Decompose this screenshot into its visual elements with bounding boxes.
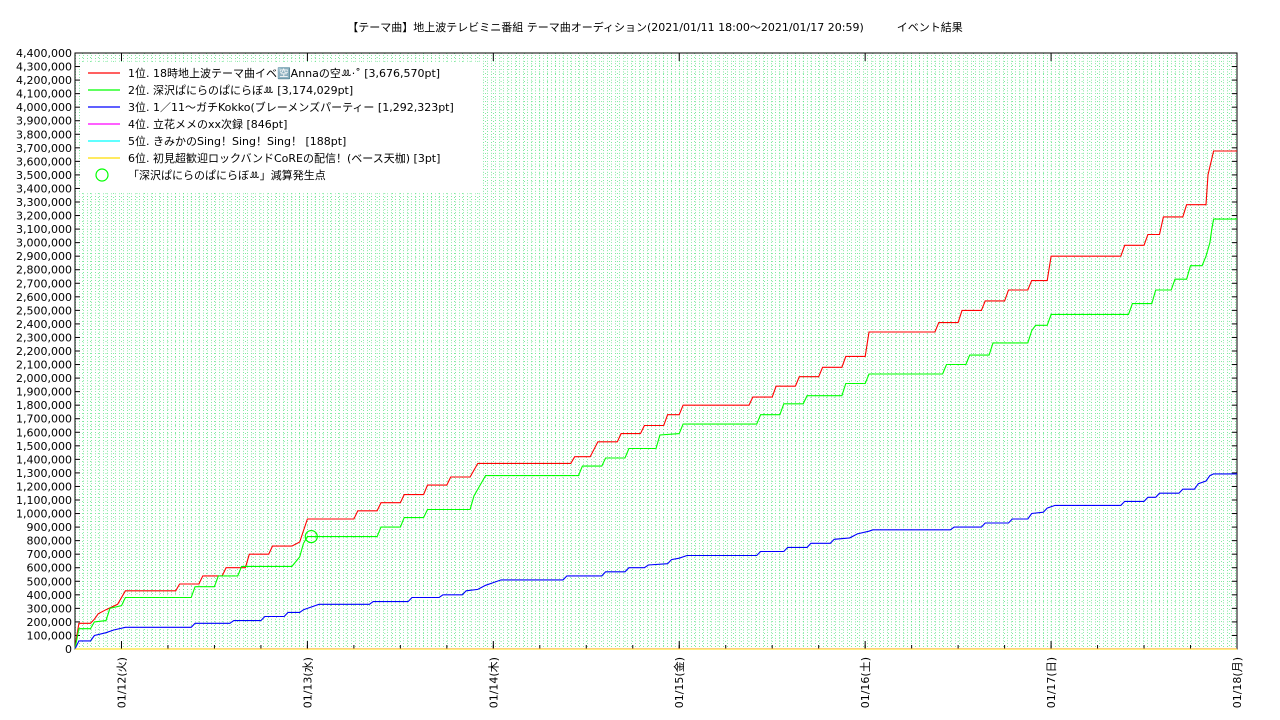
series-line-1 [74,150,1237,650]
legend-label: 3位. 1／11〜ガチKokko(ブレーメンズパーティー [1,292,323p… [128,100,454,114]
y-tick-label: 1,600,000 [16,426,72,439]
series-line-2 [74,218,1237,650]
x-tick-label: 01/12(火) [115,657,128,708]
y-tick-label: 2,100,000 [16,359,72,372]
y-tick-label: 2,800,000 [16,264,72,277]
y-tick-label: 1,300,000 [16,467,72,480]
y-axis: 0100,000200,000300,000400,000500,000600,… [16,47,1237,656]
series-line-3 [74,473,1237,650]
y-tick-label: 100,000 [27,629,73,642]
legend-label: 4位. 立花メメのxx次録 [846pt] [128,117,287,131]
legend-annotation-label: 「深沢ぱにらのぱにらぼꔛ」減算発生点 [128,168,326,182]
y-tick-label: 1,800,000 [16,399,72,412]
y-tick-label: 1,500,000 [16,440,72,453]
legend-label: 2位. 深沢ぱにらのぱにらぼꔛ [3,174,029pt] [128,83,353,97]
y-tick-label: 300,000 [27,602,73,615]
x-tick-label: 01/17(日) [1045,657,1058,708]
chart-title: 【テーマ曲】地上波テレビミニ番組 テーマ曲オーディション(2021/01/11 … [347,20,963,34]
y-tick-label: 700,000 [27,548,73,561]
y-tick-label: 2,600,000 [16,291,72,304]
y-tick-label: 4,000,000 [16,101,72,114]
y-tick-label: 3,500,000 [16,169,72,182]
y-tick-label: 3,200,000 [16,210,72,223]
y-tick-label: 3,000,000 [16,237,72,250]
legend-label: 5位. きみかのSing！Sing！Sing！ [188pt] [128,134,346,148]
legend-label: 1位. 18時地上波テーマ曲イベ🈳Annaの空ꔛ·˚ [3,676,570pt] [128,66,440,80]
y-tick-label: 0 [65,643,72,656]
y-tick-label: 3,900,000 [16,115,72,128]
y-tick-label: 500,000 [27,575,73,588]
legend-box [80,63,482,192]
y-tick-label: 2,500,000 [16,304,72,317]
y-tick-label: 2,900,000 [16,250,72,263]
y-tick-label: 2,000,000 [16,372,72,385]
legend-annotation-marker [95,168,109,182]
y-tick-label: 1,000,000 [16,508,72,521]
y-tick-label: 4,100,000 [16,88,72,101]
x-tick-label: 01/18(月) [1231,657,1244,708]
annotations [304,529,318,544]
y-tick-label: 4,200,000 [16,74,72,87]
y-tick-label: 3,300,000 [16,196,72,209]
y-tick-label: 4,300,000 [16,61,72,74]
y-tick-label: 1,400,000 [16,453,72,466]
y-tick-label: 1,900,000 [16,386,72,399]
y-tick-label: 3,100,000 [16,223,72,236]
grid [75,53,1237,649]
y-tick-label: 2,400,000 [16,318,72,331]
y-tick-label: 900,000 [27,521,73,534]
y-tick-label: 1,200,000 [16,480,72,493]
y-tick-label: 3,800,000 [16,128,72,141]
y-tick-label: 2,700,000 [16,277,72,290]
y-tick-label: 1,700,000 [16,413,72,426]
x-tick-label: 01/13(水) [301,657,314,708]
y-tick-label: 3,400,000 [16,182,72,195]
y-tick-label: 2,200,000 [16,345,72,358]
y-tick-label: 400,000 [27,589,73,602]
legend: 1位. 18時地上波テーマ曲イベ🈳Annaの空ꔛ·˚ [3,676,570pt]… [80,63,482,192]
series-lines [74,150,1237,650]
y-tick-label: 4,400,000 [16,47,72,60]
y-tick-label: 2,300,000 [16,331,72,344]
y-tick-label: 800,000 [27,535,73,548]
x-axis: 01/12(火) 01/13(水) 01/14(木) 01/15(金) 01/16(土)… [74,53,1244,708]
y-tick-label: 3,700,000 [16,142,72,155]
x-tick-label: 01/16(土) [859,657,872,708]
annotation-marker [304,529,318,544]
y-tick-label: 600,000 [27,562,73,575]
y-tick-label: 200,000 [27,616,73,629]
y-tick-label: 1,100,000 [16,494,72,507]
x-tick-label: 01/14(木) [487,657,500,708]
legend-label: 6位. 初見超歓迎ロックバンドCoREの配信！(ベース天枷) [3pt] [128,151,440,165]
x-tick-label: 01/15(金) [672,657,686,708]
y-tick-label: 3,600,000 [16,155,72,168]
